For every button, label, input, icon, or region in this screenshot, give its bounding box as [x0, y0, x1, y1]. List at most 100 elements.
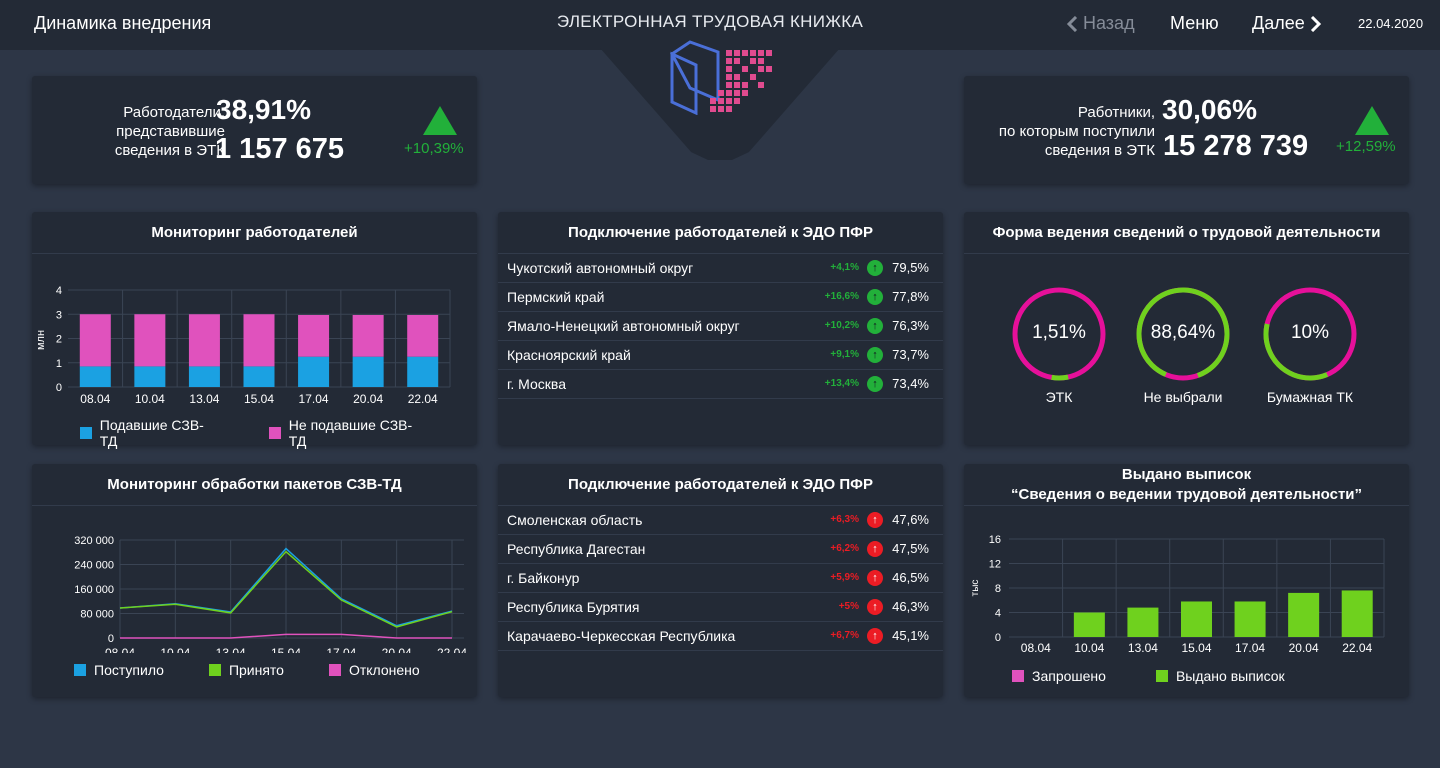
x-tick-label: 22.04	[408, 392, 438, 406]
app-title: ЭЛЕКТРОННАЯ ТРУДОВАЯ КНИЖКА	[556, 12, 864, 31]
bar-not-submitted	[188, 314, 220, 367]
kpi-workers-percent: 30,06%	[1162, 94, 1257, 125]
trend-up-icon	[1355, 106, 1389, 135]
card-title: Выдано выписок “Сведения о ведении трудо…	[964, 464, 1409, 506]
bar-not-submitted	[134, 314, 166, 367]
legend-label: Не подавшие СЗВ-ТД	[288, 417, 413, 449]
forms-donut-chart	[1012, 287, 1357, 381]
report-date: 22.04.2020	[1358, 16, 1424, 31]
kpi-label-line: сведения в ЭТК	[114, 142, 225, 159]
region-delta: +6,2%	[830, 543, 859, 554]
kpi-employers-count: 1 157 675	[215, 133, 345, 165]
chart-legend: Поступило Принято Отклонено	[74, 662, 470, 678]
region-value: 76,3%	[892, 318, 929, 333]
legend-label: Поступило	[94, 662, 164, 678]
kpi-workers-card: Работники, по которым поступили сведения…	[964, 76, 1409, 184]
card-title: Подключение работодателей к ЭДО ПФР	[498, 464, 943, 506]
x-tick-label: 17.04	[326, 646, 356, 653]
bar-submitted	[352, 356, 384, 387]
arrow-up-icon: ↑	[867, 347, 883, 363]
region-name: Республика Бурятия	[507, 599, 640, 615]
x-tick-label: 20.04	[1289, 641, 1319, 655]
region-value: 47,6%	[892, 512, 929, 527]
bar-issued	[1073, 612, 1105, 637]
bar-not-submitted	[298, 314, 330, 357]
legend-item: Подавшие СЗВ-ТД	[80, 417, 219, 449]
etk-logo-icon	[670, 40, 772, 115]
chevron-left-icon	[1066, 15, 1078, 32]
region-value: 46,3%	[892, 599, 929, 614]
kpi-label-line: Работодатели,	[123, 104, 225, 121]
menu-button[interactable]: Меню	[1170, 13, 1219, 34]
next-button[interactable]: Далее	[1252, 13, 1322, 34]
x-tick-label: 20.04	[382, 646, 412, 653]
region-value: 79,5%	[892, 260, 929, 275]
rank-row: г. Москва +13,4% ↑ 73,4%	[498, 370, 943, 399]
top-bar	[0, 0, 1440, 50]
region-name: Красноярский край	[507, 347, 631, 363]
kpi-employers-percent: 38,91%	[216, 94, 311, 125]
x-tick-label: 20.04	[353, 392, 383, 406]
x-tick-label: 15.04	[244, 392, 274, 406]
kpi-employers-label: Работодатели, представившие сведения в Э…	[45, 103, 225, 160]
region-delta: +16,6%	[824, 291, 859, 302]
x-tick-label: 08.04	[105, 646, 135, 653]
region-name: г. Байконур	[507, 570, 580, 586]
kpi-label-line: по которым поступили	[998, 123, 1155, 140]
bar-not-submitted	[352, 314, 384, 357]
bar-issued	[1288, 592, 1320, 637]
donut-segment	[1012, 287, 1106, 381]
rank-row: Карачаево-Черкесская Республика +6,7% ↑ 45,…	[498, 622, 943, 651]
donut-value: 88,64%	[1150, 322, 1216, 343]
rank-row: Республика Бурятия +5% ↑ 46,3%	[498, 593, 943, 622]
arrow-down-icon: ↑	[867, 599, 883, 615]
series-accepted	[119, 550, 453, 628]
x-tick-label: 22.04	[1342, 641, 1372, 655]
legend-label: Принято	[228, 662, 284, 678]
region-delta: +10,2%	[824, 320, 859, 331]
edo-bottom-list: Смоленская область +6,3% ↑ 47,6% Республика …	[498, 506, 943, 651]
bar-not-submitted	[243, 314, 275, 367]
bar-submitted	[298, 356, 330, 387]
card-title-line: Выдано выписок	[1121, 465, 1252, 483]
rank-row: Пермский край +16,6% ↑ 77,8%	[498, 283, 943, 312]
bar-submitted	[243, 366, 275, 387]
y-axis-label: млн	[35, 330, 47, 350]
legend-item: Запрошено	[1012, 668, 1106, 684]
region-delta: +4,1%	[830, 262, 859, 273]
y-tick-label: 160 000	[74, 584, 114, 596]
donut-value: 1,51%	[1032, 322, 1086, 343]
legend-item: Принято	[208, 662, 284, 678]
y-axis-label: тыс	[970, 580, 981, 597]
arrow-down-icon: ↑	[867, 570, 883, 586]
region-name: Республика Дагестан	[507, 541, 646, 557]
x-tick-label: 15.04	[1181, 641, 1211, 655]
legend-label: Отклонено	[348, 662, 420, 678]
kpi-workers-delta: +12,59%	[1336, 138, 1396, 155]
arrow-down-icon: ↑	[867, 628, 883, 644]
back-button[interactable]: Назад	[1066, 13, 1135, 34]
y-tick-label: 16	[989, 534, 1001, 546]
x-tick-label: 13.04	[216, 646, 246, 653]
menu-label: Меню	[1170, 13, 1219, 33]
rank-row: Республика Дагестан +6,2% ↑ 47,5%	[498, 535, 943, 564]
bar-issued	[1234, 601, 1266, 637]
region-delta: +13,4%	[824, 378, 859, 389]
region-value: 73,7%	[892, 347, 929, 362]
kpi-workers-count: 15 278 739	[1163, 130, 1309, 162]
rank-row: Ямало-Ненецкий автономный округ +10,2% ↑ 76…	[498, 312, 943, 341]
arrow-up-icon: ↑	[867, 376, 883, 392]
kpi-employers-card: Работодатели, представившие сведения в Э…	[32, 76, 477, 184]
x-tick-label: 10.04	[135, 392, 165, 406]
y-tick-label: 4	[56, 285, 62, 297]
legend-item: Поступило	[74, 662, 164, 678]
legend-item: Выдано выписок	[1155, 668, 1285, 684]
region-name: Пермский край	[507, 289, 605, 305]
region-name: Карачаево-Черкесская Республика	[507, 628, 736, 644]
forms-card: Форма ведения сведений о трудовой деятел…	[964, 212, 1409, 445]
y-tick-label: 8	[995, 583, 1001, 595]
legend-swatch	[208, 664, 221, 676]
employers-monitoring-card: Мониторинг работодателей 0 1 2 3 4 млн 08.04 10…	[32, 212, 477, 449]
region-value: 77,8%	[892, 289, 929, 304]
arrow-down-icon: ↑	[867, 541, 883, 557]
